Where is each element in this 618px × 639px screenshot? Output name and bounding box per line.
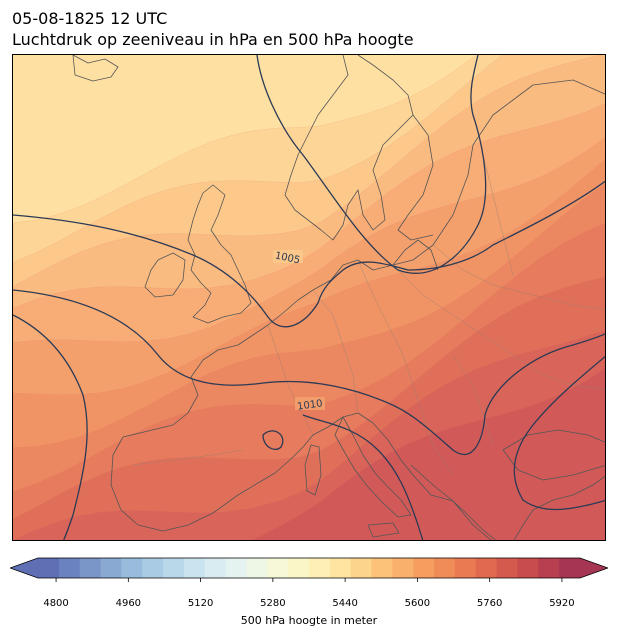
isobar-line-south2 <box>302 414 424 540</box>
coastline-ireland <box>144 252 186 298</box>
colorbar-tick-label: 5760 <box>476 598 503 609</box>
colorbar-cell <box>454 558 477 578</box>
colorbar-tick-label: 4960 <box>115 598 142 609</box>
isobar-line-1010 <box>13 289 605 456</box>
coastline-black-sea <box>502 429 605 481</box>
border-line <box>452 354 494 446</box>
colorbar-tick-label: 5280 <box>260 598 286 609</box>
isobar-label-bg <box>295 397 325 410</box>
coastline-corsica-sardinia <box>304 444 322 496</box>
colorbar-tick-label: 5440 <box>332 598 358 609</box>
coastline-balkans <box>410 464 605 540</box>
colorbar-cell <box>413 558 435 578</box>
colorbar-cell <box>371 558 393 578</box>
colorbar-cell <box>38 558 60 578</box>
coastline-sicily <box>367 522 400 538</box>
colorbar-tick-marks <box>55 578 563 582</box>
isobar-label-bg <box>273 250 303 263</box>
map-title-date: 05-08-1825 12 UTC <box>12 9 168 28</box>
coastline-italy <box>334 416 412 518</box>
colorbar-cell <box>58 558 81 578</box>
map-panel: 1005 1010 <box>12 54 606 541</box>
colorbar-cell <box>204 558 227 578</box>
coastlines <box>72 55 605 540</box>
isobar-line-west-high <box>13 314 88 540</box>
colorbar-cell <box>434 558 456 578</box>
colorbar <box>10 557 608 582</box>
colorbar-cell <box>163 558 185 578</box>
colorbar-cell <box>100 558 122 578</box>
coastline-baltic <box>392 239 439 271</box>
colorbar-cell <box>183 558 206 578</box>
colorbar-outline <box>10 557 608 579</box>
colorbar-cell <box>288 558 310 578</box>
colorbar-cell <box>538 558 560 578</box>
isobar-line-east <box>513 355 605 511</box>
isobar-line-1005 <box>13 180 605 328</box>
height-field-bands <box>13 55 605 540</box>
colorbar-cell <box>392 558 414 578</box>
colorbar-cell <box>225 558 248 578</box>
coastline-finland <box>397 114 434 241</box>
border-line <box>132 449 244 466</box>
colorbar-cell <box>79 558 102 578</box>
colorbar-cell <box>121 558 143 578</box>
isobar-line-north <box>256 55 487 274</box>
isobar-contours <box>13 55 605 540</box>
colorbar-cell <box>246 558 268 578</box>
map-canvas: 1005 1010 <box>13 55 605 540</box>
height-band <box>251 368 605 540</box>
colorbar-extend-high <box>580 558 608 578</box>
border-line <box>432 244 605 310</box>
colorbar-tick-label: 5120 <box>187 598 214 609</box>
border-line <box>312 289 359 414</box>
colorbar-cell <box>267 558 289 578</box>
colorbar-cell <box>350 558 373 578</box>
colorbar-label: 500 hPa hoogte in meter <box>240 614 378 627</box>
border-line <box>482 154 514 276</box>
colorbar-extend-low <box>10 558 38 578</box>
coastline-iceland <box>72 55 119 82</box>
border-line <box>392 264 605 390</box>
colorbar-tick-label: 5600 <box>404 598 431 609</box>
coastline-continent <box>110 79 605 540</box>
country-borders <box>132 154 605 476</box>
coastline-scandinavia <box>284 55 414 241</box>
isobar-line-south <box>262 430 284 450</box>
coastline-great-britain <box>187 184 252 324</box>
colorbar-tick-label: 4800 <box>43 598 69 609</box>
map-title-description: Luchtdruk op zeeniveau in hPa en 500 hPa… <box>12 30 414 49</box>
colorbar-cell <box>517 558 539 578</box>
isobar-labels: 1005 1010 <box>273 250 325 413</box>
colorbar-cell <box>142 558 164 578</box>
colorbar-cells <box>38 558 581 578</box>
border-line <box>357 259 454 476</box>
isobar-label-1005: 1005 <box>274 250 301 266</box>
colorbar-cell <box>309 558 331 578</box>
colorbar-cell <box>559 558 581 578</box>
colorbar-cell <box>475 558 498 578</box>
isobar-label-1010: 1010 <box>297 398 324 412</box>
border-line <box>267 324 314 436</box>
colorbar-cell <box>329 558 352 578</box>
colorbar-tick-label: 5920 <box>549 598 575 609</box>
colorbar-cell <box>496 558 519 578</box>
